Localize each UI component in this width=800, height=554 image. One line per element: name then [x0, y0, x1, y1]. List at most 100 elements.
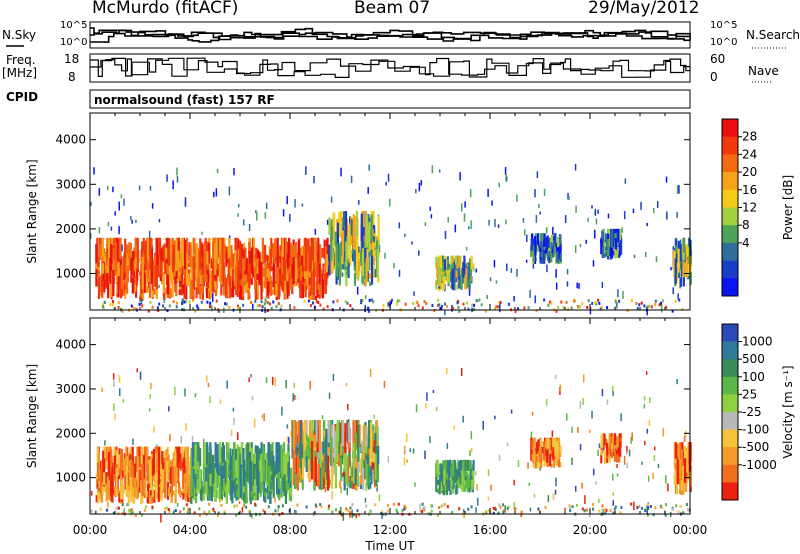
echo-cell: [315, 420, 318, 443]
echo-cell: [184, 482, 187, 497]
echo-cell: [398, 270, 401, 277]
echo-cell: [346, 509, 349, 513]
echo-cell: [349, 506, 352, 510]
echo-cell: [272, 263, 275, 287]
echo-cell: [235, 490, 239, 497]
echo-cell: [609, 508, 612, 512]
echo-cell: [94, 510, 97, 514]
echo-cell: [368, 221, 371, 252]
echo-cell: [148, 459, 151, 471]
y-tick-label: 4000: [55, 338, 86, 352]
echo-cell: [328, 479, 332, 485]
echo-cell: [576, 282, 578, 289]
echo-cell: [160, 248, 163, 261]
echo-cell: [209, 270, 213, 299]
echo-cell: [246, 454, 249, 482]
echo-cell: [317, 301, 320, 305]
echo-cell: [595, 218, 598, 225]
echo-cell: [135, 219, 137, 223]
echo-cell: [107, 221, 110, 227]
echo-cell: [488, 219, 490, 226]
echo-cell: [677, 510, 680, 514]
echo-cell: [122, 398, 125, 403]
echo-cell: [412, 301, 415, 305]
echo-cell: [413, 291, 415, 296]
echo-cell: [219, 399, 222, 404]
echo-cell: [294, 199, 296, 208]
echo-cell: [670, 267, 672, 271]
echo-cell: [618, 299, 621, 303]
echo-cell: [348, 225, 351, 244]
echo-cell: [543, 441, 546, 461]
echo-cell: [123, 198, 125, 206]
summary-trace-line: [90, 57, 691, 78]
echo-cell: [234, 265, 237, 292]
echo-cell: [432, 389, 435, 394]
echo-cell: [581, 302, 584, 306]
echo-cell: [163, 507, 166, 511]
echo-cell: [685, 251, 688, 278]
echo-cell: [168, 509, 171, 513]
echo-cell: [152, 260, 155, 284]
echo-cell: [281, 511, 284, 515]
echo-cell: [130, 304, 133, 308]
echo-cell: [403, 445, 406, 455]
echo-cell: [655, 256, 658, 263]
echo-cell: [403, 457, 406, 466]
echo-cell: [609, 441, 612, 458]
echo-cell: [250, 461, 253, 492]
echo-cell: [364, 295, 367, 300]
echo-cell: [600, 239, 603, 255]
colorbar-tick-label: 16: [742, 183, 757, 197]
echo-cell: [229, 455, 233, 470]
echo-cell: [398, 299, 401, 303]
echo-cell: [142, 237, 145, 258]
echo-cell: [350, 219, 353, 236]
echo-cell: [365, 426, 368, 447]
echo-cell: [421, 507, 424, 511]
echo-cell: [550, 301, 553, 305]
echo-cell: [649, 504, 652, 508]
echo-cell: [178, 271, 181, 276]
echo-cell: [225, 488, 228, 504]
echo-cell: [148, 283, 151, 288]
echo-cell: [334, 248, 338, 269]
echo-cell: [678, 489, 681, 495]
echo-cell: [358, 424, 361, 448]
echo-cell: [646, 428, 649, 434]
echo-cell: [228, 259, 231, 269]
echo-cell: [261, 237, 264, 265]
echo-cell: [372, 258, 375, 265]
echo-cell: [485, 510, 488, 514]
echo-cell: [274, 238, 277, 264]
echo-cell: [138, 302, 141, 306]
echo-cell: [165, 449, 168, 466]
echo-cell: [179, 510, 182, 514]
echo-cell: [601, 281, 604, 289]
echo-cell: [535, 455, 538, 462]
echo-cell: [465, 301, 468, 305]
echo-cell: [676, 185, 679, 194]
echo-cell: [470, 255, 473, 269]
echo-cell: [490, 484, 492, 491]
echo-cell: [674, 299, 677, 303]
echo-cell: [107, 501, 109, 508]
echo-cell: [241, 471, 244, 480]
echo-cell: [215, 237, 218, 259]
echo-cell: [169, 434, 171, 442]
echo-cell: [250, 374, 252, 378]
echo-cell: [396, 302, 399, 306]
echo-cell: [406, 459, 408, 463]
echo-cell: [179, 278, 182, 287]
echo-cell: [175, 305, 178, 309]
echo-cell: [441, 467, 444, 487]
echo-cell: [313, 261, 316, 275]
echo-cell: [635, 301, 638, 305]
echo-cell: [360, 299, 363, 303]
echo-cell: [220, 486, 223, 496]
echo-cell: [372, 452, 375, 463]
echo-cell: [148, 230, 151, 240]
echo-cell: [612, 511, 615, 515]
echo-cell: [101, 237, 104, 258]
echo-cell: [494, 307, 497, 311]
